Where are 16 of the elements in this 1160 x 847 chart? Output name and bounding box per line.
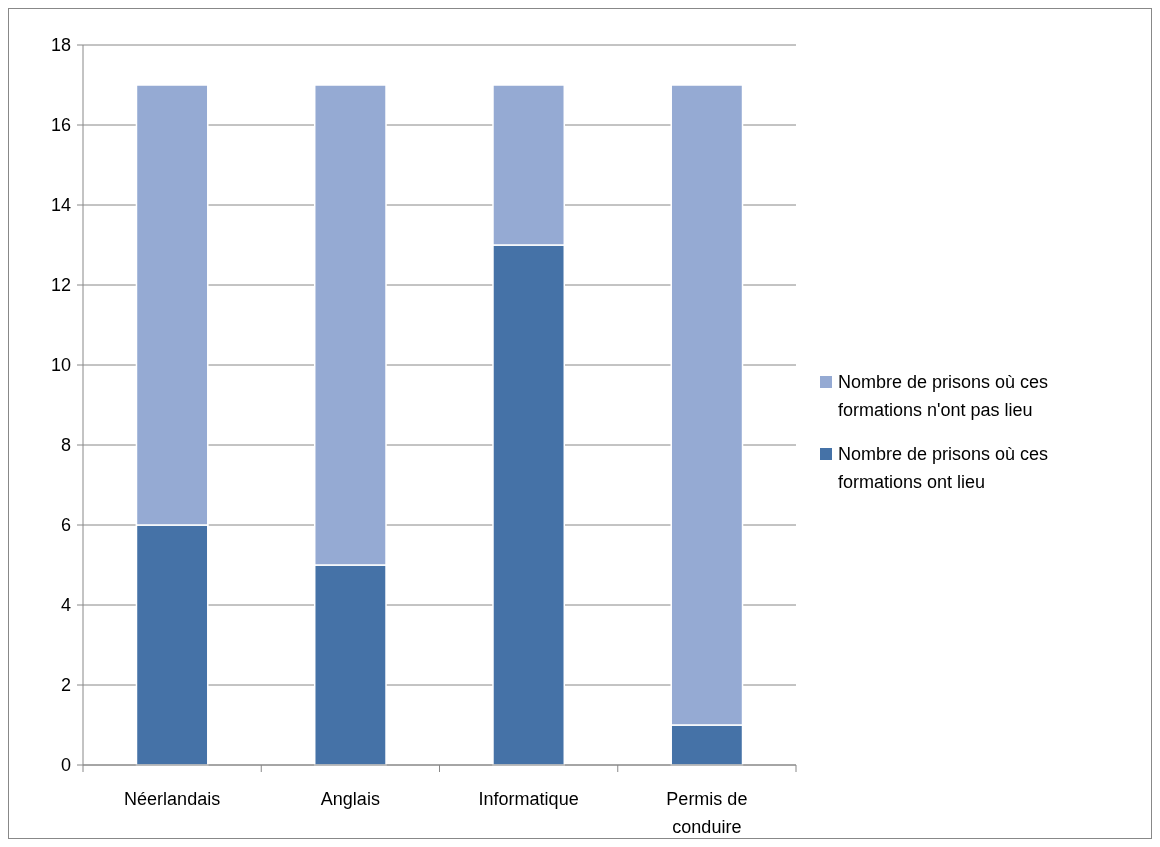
y-tick-label: 14 [50, 195, 71, 216]
x-tick-label: Informatique [478, 789, 579, 809]
y-tick-label: 0 [60, 755, 71, 776]
y-tick-label: 6 [60, 515, 71, 536]
legend-label: Nombre de prisons où ces formations ont lieu [838, 444, 1049, 493]
x-tick-label: Permis de conduire [666, 789, 748, 837]
y-tick-label: 8 [60, 435, 71, 456]
y-tick-label: 2 [60, 675, 71, 696]
y-tick-label: 16 [50, 115, 71, 136]
x-tick-label: Anglais [320, 789, 380, 809]
y-tick-label: 4 [60, 595, 71, 616]
y-tick-label: 12 [50, 275, 71, 296]
x-tick-label: Néerlandais [124, 789, 221, 809]
y-tick-label: 10 [50, 355, 71, 376]
legend-label: Nombre de prisons où ces formations n'ont pas lieu [838, 372, 1049, 421]
y-tick-label: 18 [50, 35, 71, 56]
